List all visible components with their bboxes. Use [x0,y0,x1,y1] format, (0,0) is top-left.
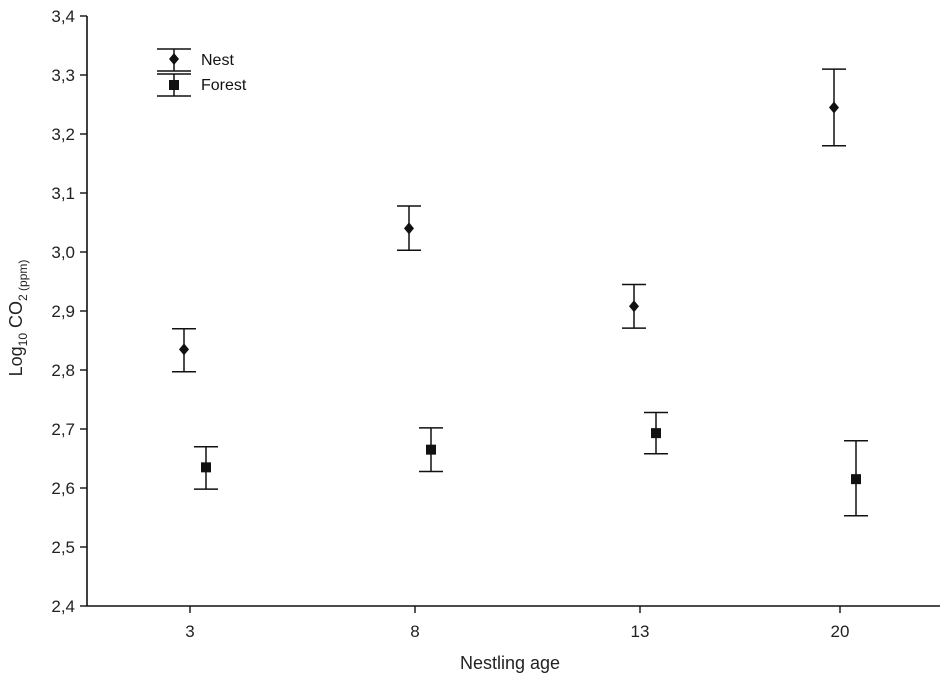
x-tick-label: 8 [410,622,419,641]
x-ticks: 3 8 13 20 [185,606,849,641]
y-axis-title-mid: CO [6,301,26,333]
data-point [651,428,661,439]
y-tick-label: 2,7 [51,420,75,439]
data-point [851,474,861,485]
x-tick-label: 3 [185,622,194,641]
data-point [404,222,414,235]
y-axis-title-sub1: 10 [16,333,30,347]
legend-nest-label: Nest [201,52,234,69]
y-tick-label: 3,3 [51,66,75,85]
y-tick-label: 3,2 [51,125,75,144]
x-tick-label: 13 [631,622,650,641]
axes [86,16,940,607]
legend-nest-marker [169,53,179,65]
legend-forest-marker [169,80,179,90]
y-axis-title-prefix: Log [6,346,26,376]
x-tick-label: 20 [831,622,850,641]
y-axis-title-sub2: 2 (ppm) [16,260,30,301]
x-axis-title: Nestling age [460,653,560,673]
y-axis-title: Log10 CO2 (ppm) [6,260,30,377]
y-ticks: 2,4 2,5 2,6 2,7 2,8 2,9 3,0 3,1 3,2 3,3 3,4 [51,7,87,616]
y-tick-label: 2,4 [51,597,75,616]
y-tick-label: 3,4 [51,7,75,26]
data-point [201,462,211,473]
y-tick-label: 3,1 [51,184,75,203]
series-forest [194,411,868,517]
series-layer [172,68,868,517]
y-tick-label: 2,5 [51,538,75,557]
legend-forest-label: Forest [201,77,247,94]
data-point [179,343,189,356]
series-nest [172,68,846,373]
legend: Nest Forest [157,48,247,97]
data-point [426,444,436,455]
y-tick-label: 2,8 [51,361,75,380]
legend-item-nest: Nest [157,48,234,72]
y-tick-label: 2,6 [51,479,75,498]
y-tick-label: 2,9 [51,302,75,321]
data-point [829,101,839,114]
legend-item-forest: Forest [157,73,247,97]
y-tick-label: 3,0 [51,243,75,262]
data-point [629,300,639,313]
